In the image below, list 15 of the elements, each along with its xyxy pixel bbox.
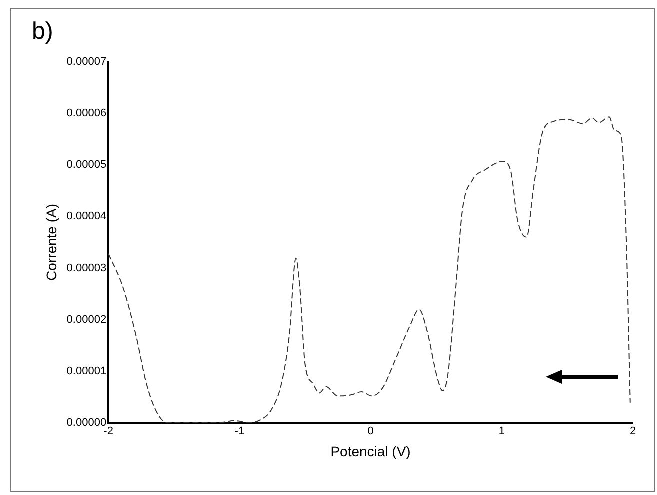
x-tick-label: 1 <box>498 426 505 438</box>
y-tick-label: 0.00003 <box>66 262 107 274</box>
x-axis-title: Potencial (V) <box>330 443 411 460</box>
y-tick-label: 0.00006 <box>66 108 107 120</box>
y-tick-label: 0.00005 <box>66 159 107 172</box>
y-axis-title: Corrente (A) <box>43 204 60 282</box>
line-series <box>108 116 631 423</box>
x-tick-label: -1 <box>234 426 245 438</box>
x-tick-label: 0 <box>368 426 374 438</box>
y-tick-label: 0.00001 <box>66 365 107 378</box>
y-tick-label: 0.00004 <box>66 210 107 223</box>
x-tick-label: 2 <box>630 426 636 438</box>
chart-title: b) <box>32 18 54 46</box>
y-tick-label: 0.00007 <box>66 56 107 68</box>
y-tick-label: 0.00002 <box>66 314 107 326</box>
